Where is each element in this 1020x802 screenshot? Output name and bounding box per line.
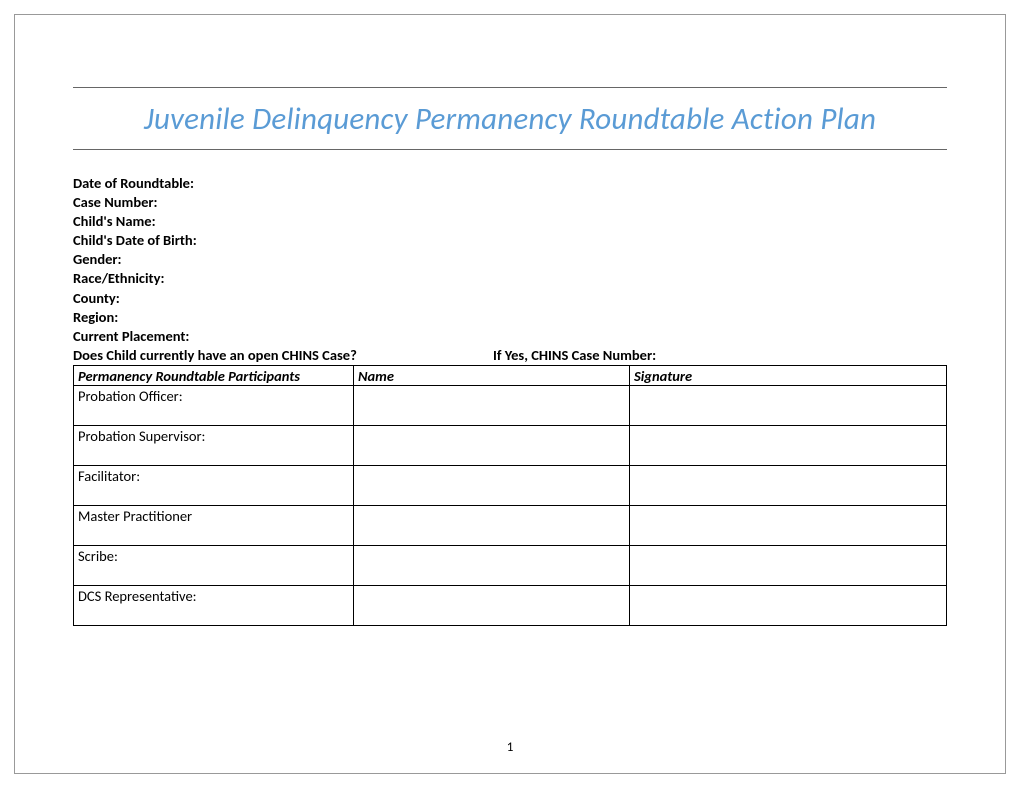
case-fields: Date of Roundtable: Case Number: Child's… — [73, 174, 947, 365]
field-chins-followup: If Yes, CHINS Case Number: — [493, 346, 656, 365]
cell-name — [354, 586, 630, 626]
cell-name — [354, 506, 630, 546]
field-race-ethnicity: Race/Ethnicity: — [73, 269, 947, 288]
field-chins-row: Does Child currently have an open CHINS … — [73, 346, 947, 365]
cell-role: Master Practitioner — [74, 506, 354, 546]
field-child-dob: Child's Date of Birth: — [73, 231, 947, 250]
page-frame: Juvenile Delinquency Permanency Roundtab… — [14, 14, 1006, 774]
field-child-name: Child's Name: — [73, 212, 947, 231]
cell-name — [354, 386, 630, 426]
field-region: Region: — [73, 308, 947, 327]
field-county: County: — [73, 289, 947, 308]
header-name: Name — [354, 366, 630, 386]
header-participants: Permanency Roundtable Participants — [74, 366, 354, 386]
cell-role: Probation Supervisor: — [74, 426, 354, 466]
cell-name — [354, 546, 630, 586]
page-number: 1 — [15, 740, 1005, 755]
cell-name — [354, 426, 630, 466]
cell-signature — [630, 426, 947, 466]
cell-signature — [630, 546, 947, 586]
title-block: Juvenile Delinquency Permanency Roundtab… — [73, 87, 947, 150]
table-header-row: Permanency Roundtable Participants Name … — [74, 366, 947, 386]
participants-table: Permanency Roundtable Participants Name … — [73, 365, 947, 626]
field-current-placement: Current Placement: — [73, 327, 947, 346]
cell-signature — [630, 386, 947, 426]
table-row: Probation Officer: — [74, 386, 947, 426]
cell-role: DCS Representative: — [74, 586, 354, 626]
document-title: Juvenile Delinquency Permanency Roundtab… — [73, 100, 947, 139]
cell-signature — [630, 506, 947, 546]
table-row: Master Practitioner — [74, 506, 947, 546]
cell-signature — [630, 586, 947, 626]
cell-name — [354, 466, 630, 506]
cell-role: Facilitator: — [74, 466, 354, 506]
cell-role: Scribe: — [74, 546, 354, 586]
cell-role: Probation Officer: — [74, 386, 354, 426]
cell-signature — [630, 466, 947, 506]
field-date-of-roundtable: Date of Roundtable: — [73, 174, 947, 193]
field-case-number: Case Number: — [73, 193, 947, 212]
table-row: Facilitator: — [74, 466, 947, 506]
field-gender: Gender: — [73, 250, 947, 269]
table-row: Scribe: — [74, 546, 947, 586]
table-row: DCS Representative: — [74, 586, 947, 626]
field-chins-question: Does Child currently have an open CHINS … — [73, 346, 493, 365]
table-row: Probation Supervisor: — [74, 426, 947, 466]
header-signature: Signature — [630, 366, 947, 386]
